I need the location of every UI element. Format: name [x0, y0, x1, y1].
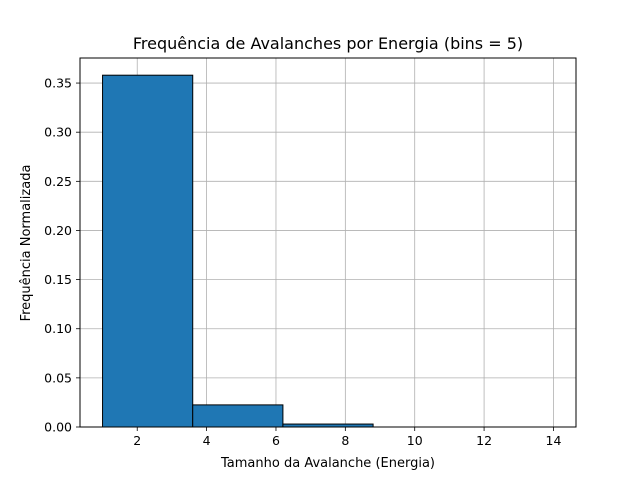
y-axis-label: Frequência Normalizada [19, 165, 34, 322]
x-axis-ticks: 2 4 6 8 10 12 14 [133, 427, 561, 448]
y-tick-label: 0.15 [44, 272, 72, 287]
chart-title: Frequência de Avalanches por Energia (bi… [133, 34, 523, 53]
x-tick-label: 10 [407, 433, 423, 448]
axes-frame [79, 57, 577, 428]
y-axis-ticks: 0.00 0.05 0.10 0.15 0.20 0.25 0.30 0.35 [44, 76, 80, 435]
y-tick-label: 0.00 [44, 420, 72, 435]
x-tick-label: 14 [546, 433, 562, 448]
y-tick-label: 0.25 [44, 174, 72, 189]
y-tick-label: 0.20 [44, 223, 72, 238]
x-tick-label: 8 [341, 433, 349, 448]
x-tick-label: 4 [203, 433, 211, 448]
histogram-bar [102, 74, 194, 428]
y-tick-label: 0.05 [44, 370, 72, 385]
x-tick-label: 12 [476, 433, 492, 448]
y-tick-label: 0.30 [44, 125, 72, 140]
bars [102, 74, 374, 428]
y-tick-label: 0.10 [44, 321, 72, 336]
y-tick-label: 0.35 [44, 76, 72, 91]
x-axis-label: Tamanho da Avalanche (Energia) [220, 456, 435, 471]
x-tick-label: 6 [272, 433, 280, 448]
histogram-bar [192, 404, 284, 428]
x-tick-label: 2 [133, 433, 141, 448]
